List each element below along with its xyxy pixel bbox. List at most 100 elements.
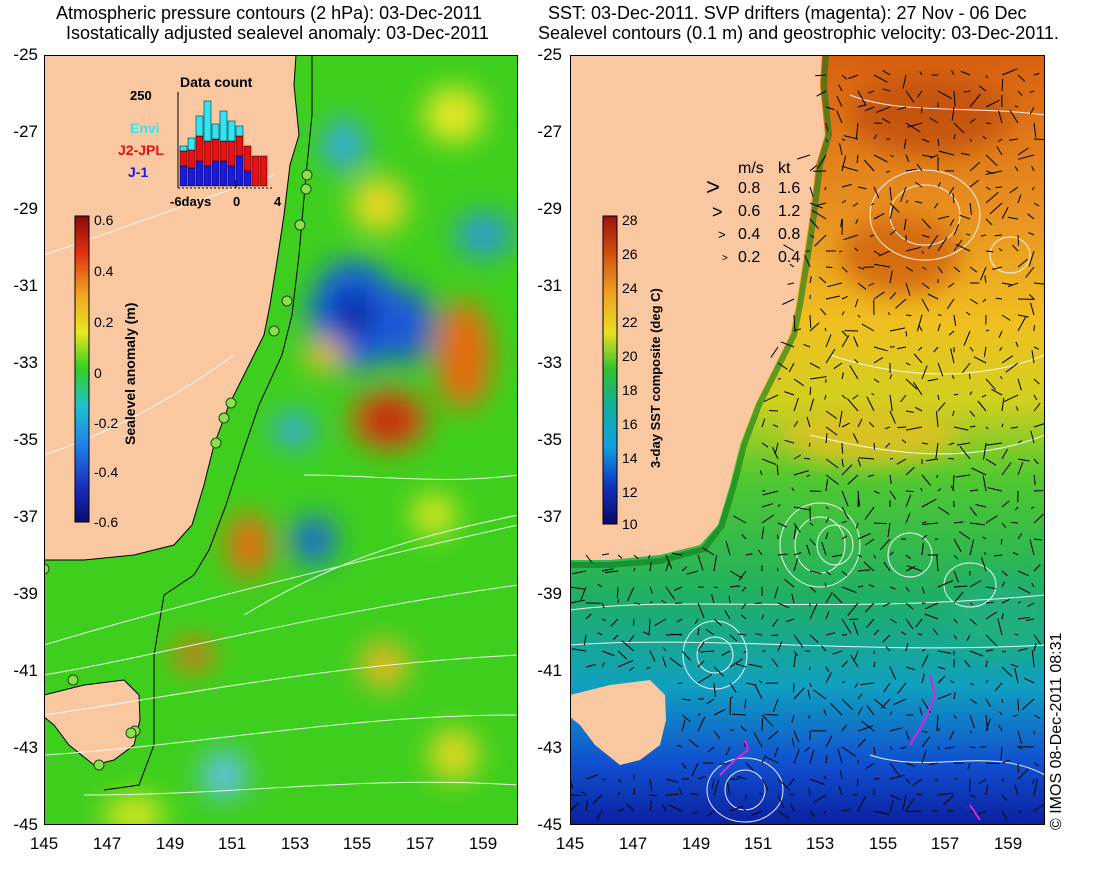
- velocity-vector: [761, 714, 774, 727]
- velocity-vector: [841, 490, 849, 507]
- velocity-vector: [921, 542, 924, 556]
- velocity-vector: [913, 382, 923, 396]
- velocity-vector: [642, 631, 651, 636]
- velocity-vector: [921, 736, 931, 748]
- velocity-vector: [863, 561, 875, 572]
- velocity-vector: [905, 643, 909, 652]
- velocity-vector: [789, 793, 795, 796]
- velocity-vector: [758, 680, 763, 684]
- left-x-tick: 159: [468, 834, 498, 853]
- velocity-vector: [852, 394, 859, 400]
- velocity-vector: [860, 682, 875, 686]
- velocity-vector: [809, 387, 812, 396]
- velocity-vector: [670, 633, 683, 636]
- velocity-vector: [895, 298, 907, 309]
- velocity-vector: [841, 680, 846, 684]
- velocity-vector: [825, 474, 839, 485]
- velocity-vector: [998, 248, 1003, 252]
- velocity-vector: [896, 346, 907, 350]
- velocity-vector: [742, 807, 747, 812]
- velocity-vector: [905, 586, 910, 592]
- right-y-tick: -41: [537, 661, 562, 680]
- velocity-vector: [1009, 138, 1019, 141]
- velocity-vector: [969, 391, 973, 396]
- velocity-vector: [753, 731, 763, 748]
- copyright-stamp: © IMOS 08-Dec-2011 08:31: [1048, 632, 1065, 830]
- velocity-vector: [793, 634, 804, 648]
- histogram-bar: [235, 155, 244, 187]
- velocity-vector: [697, 674, 713, 684]
- velocity-vector: [953, 618, 958, 624]
- velocity-vector: [681, 698, 691, 701]
- velocity-vector: [854, 682, 859, 689]
- velocity-vector: [969, 794, 976, 798]
- velocity-vector: [921, 474, 931, 486]
- velocity-vector: [963, 90, 971, 93]
- velocity-vector: [937, 394, 940, 400]
- velocity-vector: [757, 549, 763, 556]
- velocity-vector: [807, 689, 811, 700]
- left-y-tick: -33: [13, 353, 38, 372]
- velocity-vector: [1028, 250, 1035, 267]
- velocity-vector: [841, 520, 847, 524]
- velocity-vector: [808, 442, 811, 447]
- velocity-vector: [916, 793, 923, 796]
- velocity-vector: [937, 488, 942, 492]
- velocity-vector: [776, 534, 779, 540]
- velocity-vector: [741, 534, 747, 540]
- velocity-vector: [985, 74, 989, 79]
- velocity-vector: [930, 154, 939, 159]
- velocity-vector: [813, 794, 827, 803]
- velocity-vector: [985, 679, 989, 684]
- velocity-vector: [982, 475, 987, 492]
- sla-tick: 0.2: [94, 314, 114, 330]
- velocity-vector: [809, 164, 818, 172]
- velocity-vector: [905, 122, 921, 133]
- velocity-vector: [887, 312, 891, 316]
- histogram-bar: [179, 165, 188, 187]
- velocity-vector: [661, 600, 667, 604]
- velocity-vector: [889, 270, 893, 284]
- velocity-vector: [950, 680, 955, 684]
- velocity-vector: [912, 778, 923, 787]
- velocity-vector: [921, 234, 930, 238]
- velocity-vector: [937, 138, 940, 147]
- velocity-vector: [601, 553, 609, 556]
- velocity-vector: [843, 234, 859, 241]
- velocity-vector: [626, 803, 635, 812]
- velocity-vector: [601, 778, 606, 781]
- velocity-vector: [858, 457, 875, 460]
- velocity-vector: [737, 633, 747, 636]
- velocity-vector: [762, 490, 779, 496]
- velocity-vector: [924, 602, 939, 610]
- velocity-vector: [671, 552, 683, 556]
- velocity-vector: [1027, 213, 1035, 220]
- velocity-vector: [649, 600, 653, 604]
- velocity-vector: [572, 570, 587, 575]
- velocity-vector: [699, 650, 715, 653]
- velocity-vector: [806, 416, 811, 428]
- velocity-vector: [905, 282, 911, 296]
- legend-envi: Envi: [130, 120, 160, 136]
- velocity-vector: [772, 424, 779, 428]
- velocity-vector: [629, 666, 635, 671]
- velocity-vector: [955, 474, 971, 478]
- velocity-vector: [873, 212, 885, 220]
- right-y-tick: -37: [537, 507, 562, 526]
- velocity-vector: [985, 762, 1000, 765]
- velocity-vector: [985, 634, 998, 647]
- velocity-vector: [761, 458, 777, 466]
- velocity-vector: [1011, 522, 1019, 524]
- velocity-vector: [601, 602, 605, 609]
- velocity-vector: [788, 362, 795, 373]
- velocity-vector: [839, 770, 843, 780]
- velocity-vector: [617, 778, 622, 784]
- velocity-vector: [985, 611, 997, 620]
- velocity-vector: [873, 698, 887, 709]
- velocity-vector: [873, 291, 885, 300]
- velocity-vector: [793, 552, 802, 556]
- velocity-vector: [989, 202, 1003, 215]
- velocity-vector: [969, 539, 975, 556]
- velocity-vector: [883, 682, 891, 693]
- velocity-vector: [736, 663, 747, 668]
